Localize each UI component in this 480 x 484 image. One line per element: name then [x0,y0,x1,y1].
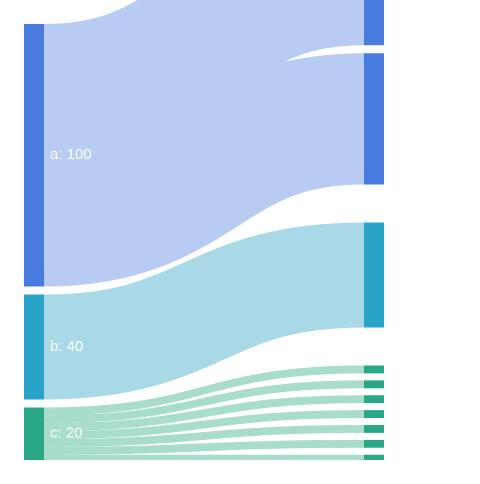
sankey-link-c-c1 [43,365,365,416]
sankey-node-c7 [364,454,384,460]
sankey-link-c-c6 [43,439,365,455]
sankey-link-c-c4 [43,410,365,440]
sankey-link-b-b1 [43,222,365,400]
sankey-link-c-c3 [43,395,365,432]
sankey-links [42,0,366,461]
sankey-node-c2 [364,380,384,389]
sankey-node-c3 [364,395,384,404]
sankey-node-label-b: b: 40 [50,338,83,355]
sankey-node-label-a: a: 100 [50,146,92,163]
sankey-node-c4 [364,410,384,418]
sankey-node-c6 [364,439,384,448]
sankey-node-c5 [364,425,384,433]
sankey-nodes [24,0,384,460]
sankey-link-a-a1 [42,0,366,156]
sankey-node-b1 [364,222,384,328]
sankey-node-label-c: c: 20 [50,425,83,442]
sankey-link-a-a2 [42,53,366,287]
sankey-node-a1 [364,0,384,46]
sankey-node-a2 [364,53,384,185]
sankey-node-a [24,24,44,287]
sankey-node-c1 [364,365,384,374]
sankey-labels: a: 100 b: 40 c: 20 [50,146,92,442]
sankey-link-c-c5 [43,425,365,447]
sankey-node-c [24,407,44,460]
sankey-link-c-c2 [43,380,365,424]
sankey-node-b [24,294,44,400]
